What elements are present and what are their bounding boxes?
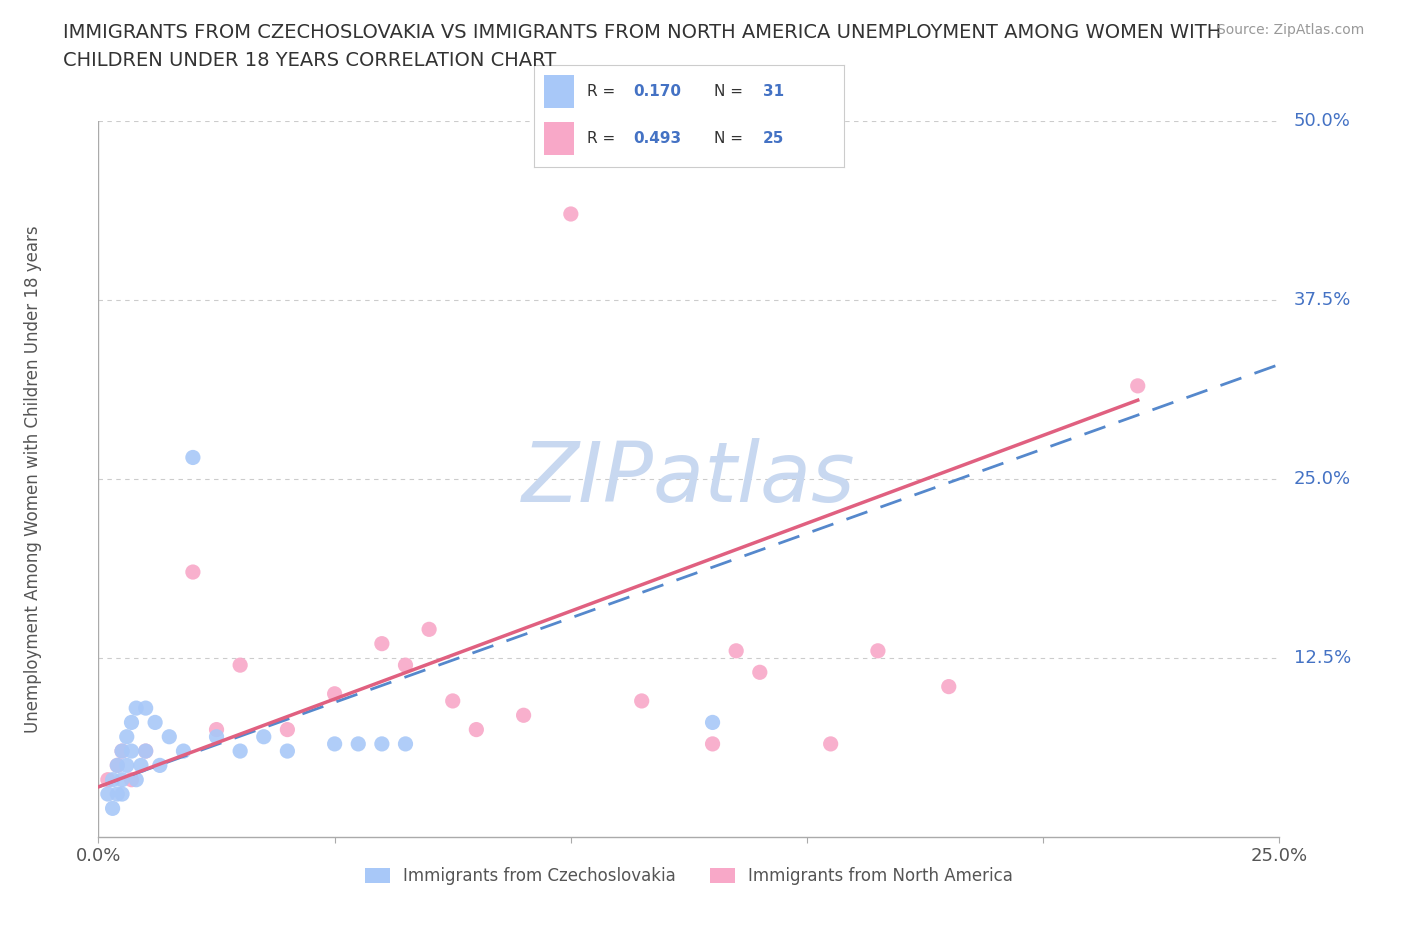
Text: 25.0%: 25.0% (1294, 470, 1351, 488)
Legend: Immigrants from Czechoslovakia, Immigrants from North America: Immigrants from Czechoslovakia, Immigran… (357, 858, 1021, 893)
Point (938, 679, 960, 694)
Point (121, 772, 143, 787)
Point (253, 729, 276, 744)
Point (418, 622, 440, 637)
Text: 37.5%: 37.5% (1294, 291, 1351, 309)
Point (371, 636, 394, 651)
Point (748, 665, 770, 680)
Text: R =: R = (586, 131, 620, 146)
Text: 0.170: 0.170 (633, 85, 682, 100)
Point (465, 722, 488, 737)
Point (172, 744, 194, 759)
Point (371, 737, 394, 751)
Text: ZIPatlas: ZIPatlas (522, 438, 856, 520)
Point (229, 658, 252, 672)
Point (105, 758, 128, 773)
Point (394, 737, 416, 751)
Text: R =: R = (586, 85, 620, 100)
Point (125, 700, 148, 715)
Point (135, 744, 157, 759)
Point (105, 758, 128, 773)
Point (149, 758, 172, 773)
Point (229, 744, 252, 759)
Text: 12.5%: 12.5% (1294, 649, 1351, 667)
Text: N =: N = (714, 85, 748, 100)
Point (820, 737, 842, 751)
Point (121, 715, 143, 730)
Point (205, 729, 228, 744)
Point (111, 772, 134, 787)
Point (101, 772, 124, 787)
Point (115, 758, 138, 773)
Point (1126, 379, 1149, 393)
Point (135, 700, 157, 715)
Point (866, 644, 889, 658)
Point (630, 694, 652, 709)
Point (181, 565, 204, 579)
Text: 50.0%: 50.0% (1294, 112, 1351, 130)
Point (157, 729, 180, 744)
Point (347, 737, 370, 751)
Point (111, 744, 134, 759)
Point (181, 450, 204, 465)
Point (323, 737, 346, 751)
Point (323, 686, 346, 701)
Point (135, 744, 157, 759)
Point (560, 206, 582, 221)
Point (111, 744, 134, 759)
Text: 31: 31 (763, 85, 785, 100)
Point (276, 722, 298, 737)
Point (725, 644, 748, 658)
Point (129, 758, 152, 773)
Bar (544, 75, 575, 108)
Bar (544, 123, 575, 155)
Point (97, 772, 120, 787)
Point (97, 787, 120, 802)
Point (394, 658, 416, 672)
Point (702, 715, 724, 730)
Point (512, 708, 534, 723)
Point (702, 737, 724, 751)
Text: Source: ZipAtlas.com: Source: ZipAtlas.com (1216, 23, 1364, 37)
Text: 25: 25 (763, 131, 785, 146)
Text: 0.493: 0.493 (633, 131, 682, 146)
Point (205, 722, 228, 737)
Point (125, 772, 148, 787)
Point (101, 801, 124, 816)
Point (121, 744, 143, 759)
Text: IMMIGRANTS FROM CZECHOSLOVAKIA VS IMMIGRANTS FROM NORTH AMERICA UNEMPLOYMENT AMO: IMMIGRANTS FROM CZECHOSLOVAKIA VS IMMIGR… (63, 23, 1222, 71)
Point (276, 744, 298, 759)
Point (111, 787, 134, 802)
Text: Unemployment Among Women with Children Under 18 years: Unemployment Among Women with Children U… (24, 225, 42, 733)
Point (441, 694, 464, 709)
Point (115, 729, 138, 744)
Point (105, 787, 128, 802)
Point (143, 715, 166, 730)
Text: N =: N = (714, 131, 748, 146)
